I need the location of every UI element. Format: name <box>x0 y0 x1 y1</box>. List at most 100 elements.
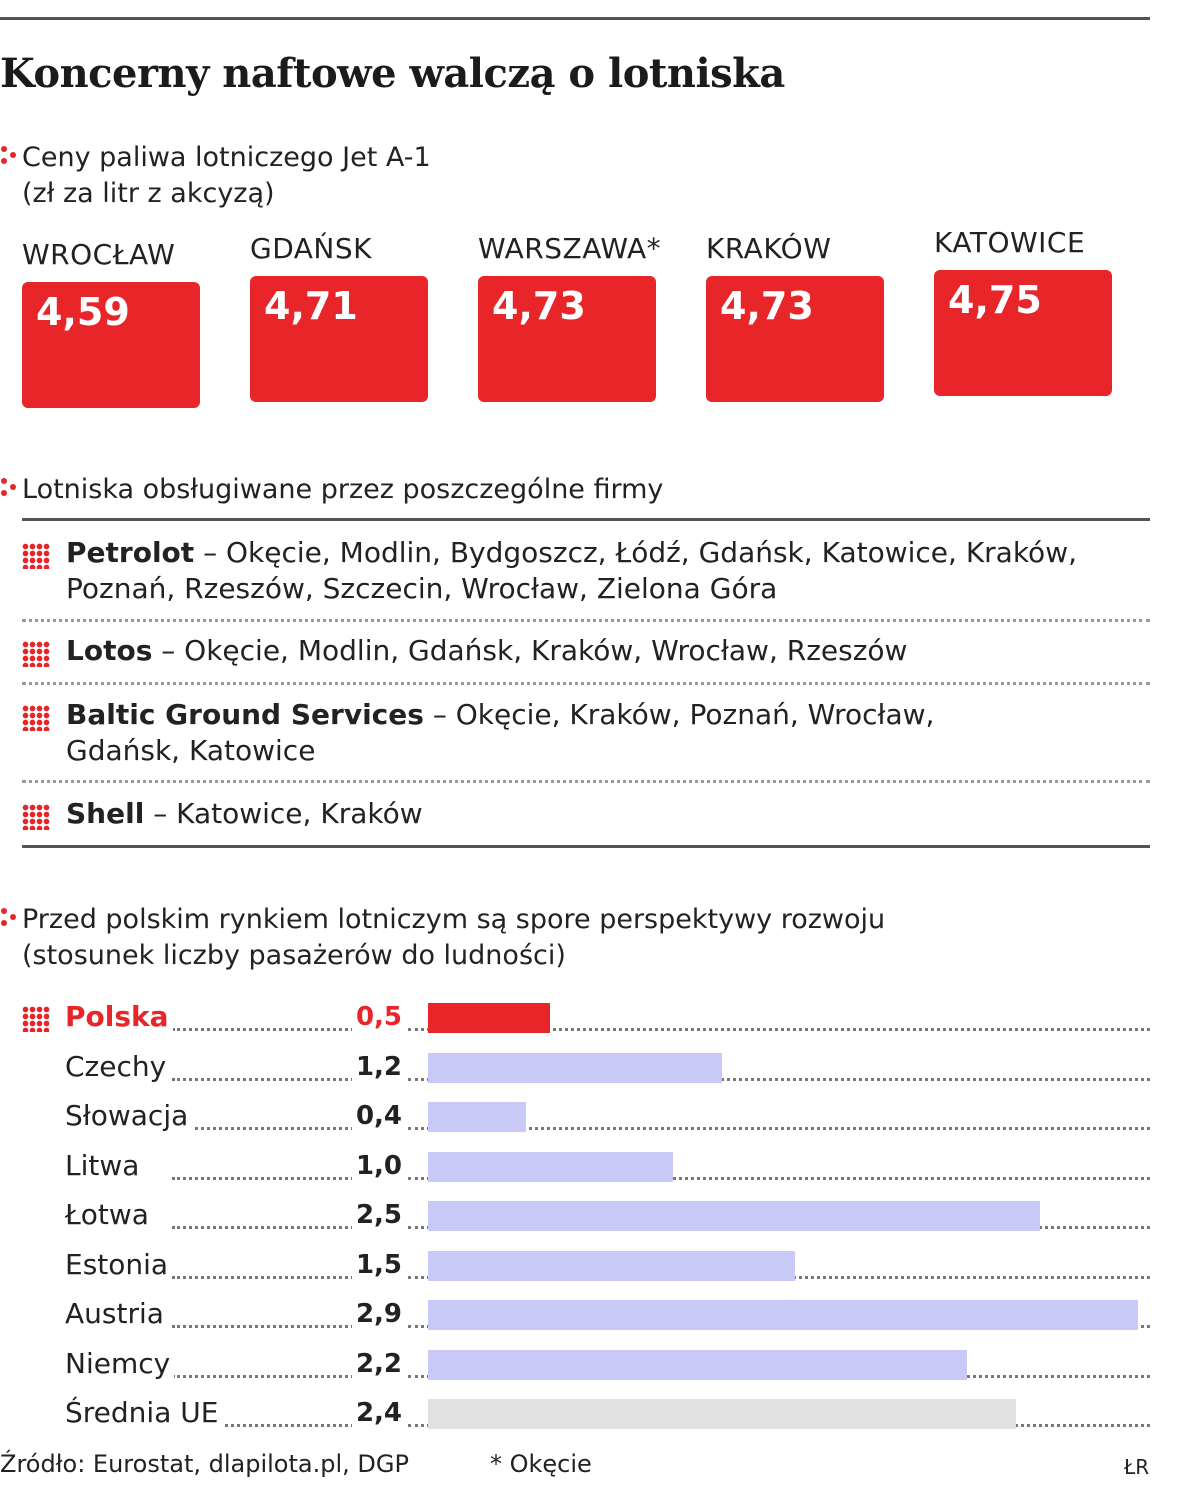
company-entry: Shell – Katowice, Kraków <box>22 796 1132 832</box>
section-marker-icon <box>0 140 22 170</box>
value-label: 1,0 <box>351 1150 402 1181</box>
chart-subtitle: (stosunek liczby pasażerów do ludności) <box>22 940 566 971</box>
company-name: Shell <box>66 797 145 830</box>
value-label: 2,2 <box>351 1348 402 1379</box>
company-airports: – Katowice, Kraków <box>144 797 423 830</box>
chart-row: Słowacja 0,4 <box>22 1099 1150 1139</box>
value-label: 0,4 <box>351 1101 402 1131</box>
chart-title: Przed polskim rynkiem lotniczym są spore… <box>22 904 886 935</box>
category-label: Estonia <box>65 1247 173 1281</box>
grid-bullet-icon <box>22 804 50 830</box>
value-label: 2,9 <box>351 1299 402 1329</box>
dotted-leader <box>172 1424 402 1427</box>
prices-heading: Ceny paliwa lotniczego Jet A-1 (zł za li… <box>0 140 431 212</box>
bar <box>428 1003 551 1033</box>
price-card: 4,59 <box>22 282 200 408</box>
price-card: 4,73 <box>706 276 884 402</box>
dotted-track <box>408 1077 1150 1081</box>
grid-bullet-icon <box>22 705 50 731</box>
chart-row: Łotwa 2,5 <box>22 1198 1150 1238</box>
author-credit: ŁR <box>1124 1455 1150 1479</box>
company-airports-cont: Gdańsk, Katowice <box>66 734 316 767</box>
company-entry: Baltic Ground Services – Okęcie, Kraków,… <box>22 697 1132 769</box>
category-label: Czechy <box>65 1049 171 1083</box>
company-name: Baltic Ground Services <box>66 698 424 731</box>
price-value: 4,71 <box>264 284 358 328</box>
value-label: 2,5 <box>351 1200 402 1230</box>
price-card: 4,71 <box>250 276 428 402</box>
price-value: 4,73 <box>492 284 586 328</box>
grid-bullet-icon <box>22 641 50 667</box>
price-value: 4,59 <box>36 290 130 334</box>
dotted-leader <box>172 1325 402 1328</box>
price-value: 4,75 <box>948 278 1042 322</box>
price-city: KATOWICE <box>934 226 1086 259</box>
value-label: 1,2 <box>351 1051 402 1082</box>
companies-heading: Lotniska obsługiwane przez poszczególne … <box>0 472 663 508</box>
dotted-leader <box>172 1374 402 1378</box>
dotted-leader <box>172 1226 402 1229</box>
category-label: Niemcy <box>65 1346 175 1380</box>
bar <box>428 1250 796 1281</box>
divider <box>22 619 1150 622</box>
chart-row: Polska 0,5 <box>22 1000 1150 1040</box>
bar <box>428 1052 722 1083</box>
chart-row: Litwa 1,0 <box>22 1148 1150 1189</box>
chart-row: Czechy 1,2 <box>22 1049 1150 1090</box>
company-name: Lotos <box>66 634 153 667</box>
top-rule <box>0 17 1150 20</box>
chart-row: Estonia 1,5 <box>22 1247 1150 1288</box>
chart-row: Austria 2,9 <box>22 1297 1150 1337</box>
company-airports: – Okęcie, Kraków, Poznań, Wrocław, <box>423 698 935 731</box>
price-card: 4,73 <box>478 276 656 402</box>
category-label: Litwa <box>65 1148 144 1182</box>
section-marker-icon <box>0 902 22 932</box>
bar <box>428 1300 1138 1330</box>
grid-bullet-icon <box>22 1006 50 1032</box>
category-label: Średnia UE <box>65 1396 223 1429</box>
source-note: Źródło: Eurostat, dlapilota.pl, DGP <box>0 1450 409 1478</box>
bar <box>428 1201 1041 1231</box>
divider <box>22 682 1150 685</box>
section-marker-icon <box>0 472 22 502</box>
price-city: WARSZAWA* <box>478 232 662 265</box>
dotted-track <box>408 1127 1150 1130</box>
page-title: Koncerny naftowe walczą o lotniska <box>0 50 785 97</box>
price-city: WROCŁAW <box>22 238 176 271</box>
category-label: Słowacja <box>65 1099 193 1132</box>
price-card: 4,75 <box>934 270 1112 396</box>
value-label: 2,4 <box>351 1398 402 1428</box>
company-entry: Petrolot – Okęcie, Modlin, Bydgoszcz, Łó… <box>22 535 1132 607</box>
company-airports: – Okęcie, Modlin, Bydgoszcz, Łódź, Gdańs… <box>194 536 1077 569</box>
company-airports: – Okęcie, Modlin, Gdańsk, Kraków, Wrocła… <box>152 634 908 667</box>
grid-bullet-icon <box>22 543 50 569</box>
dotted-leader <box>172 1176 402 1180</box>
divider <box>22 518 1150 521</box>
dotted-leader <box>172 1275 402 1279</box>
category-label: Polska <box>65 1000 173 1033</box>
category-label: Austria <box>65 1297 168 1330</box>
prices-heading-line1: Ceny paliwa lotniczego Jet A-1 <box>22 142 431 173</box>
company-entry: Lotos – Okęcie, Modlin, Gdańsk, Kraków, … <box>22 633 1132 669</box>
dotted-leader <box>172 1127 402 1130</box>
dotted-leader <box>172 1028 402 1031</box>
bar <box>428 1151 673 1182</box>
bar <box>428 1102 526 1132</box>
category-label: Łotwa <box>65 1198 153 1231</box>
footnote: * Okęcie <box>490 1450 592 1478</box>
chart-row: Niemcy 2,2 <box>22 1346 1150 1387</box>
bar <box>428 1349 967 1380</box>
divider <box>22 845 1150 848</box>
company-airports-cont: Poznań, Rzeszów, Szczecin, Wrocław, Ziel… <box>66 572 778 605</box>
price-city: KRAKÓW <box>706 232 832 265</box>
value-label: 1,5 <box>351 1249 402 1280</box>
value-label: 0,5 <box>351 1002 402 1032</box>
company-name: Petrolot <box>66 536 195 569</box>
companies-heading-text: Lotniska obsługiwane przez poszczególne … <box>22 474 664 505</box>
dotted-leader <box>172 1077 402 1081</box>
price-value: 4,73 <box>720 284 814 328</box>
chart-row: Średnia UE 2,4 <box>22 1396 1150 1436</box>
chart-heading: Przed polskim rynkiem lotniczym są spore… <box>0 902 885 974</box>
divider <box>22 780 1150 783</box>
dotted-track <box>408 1028 1150 1031</box>
